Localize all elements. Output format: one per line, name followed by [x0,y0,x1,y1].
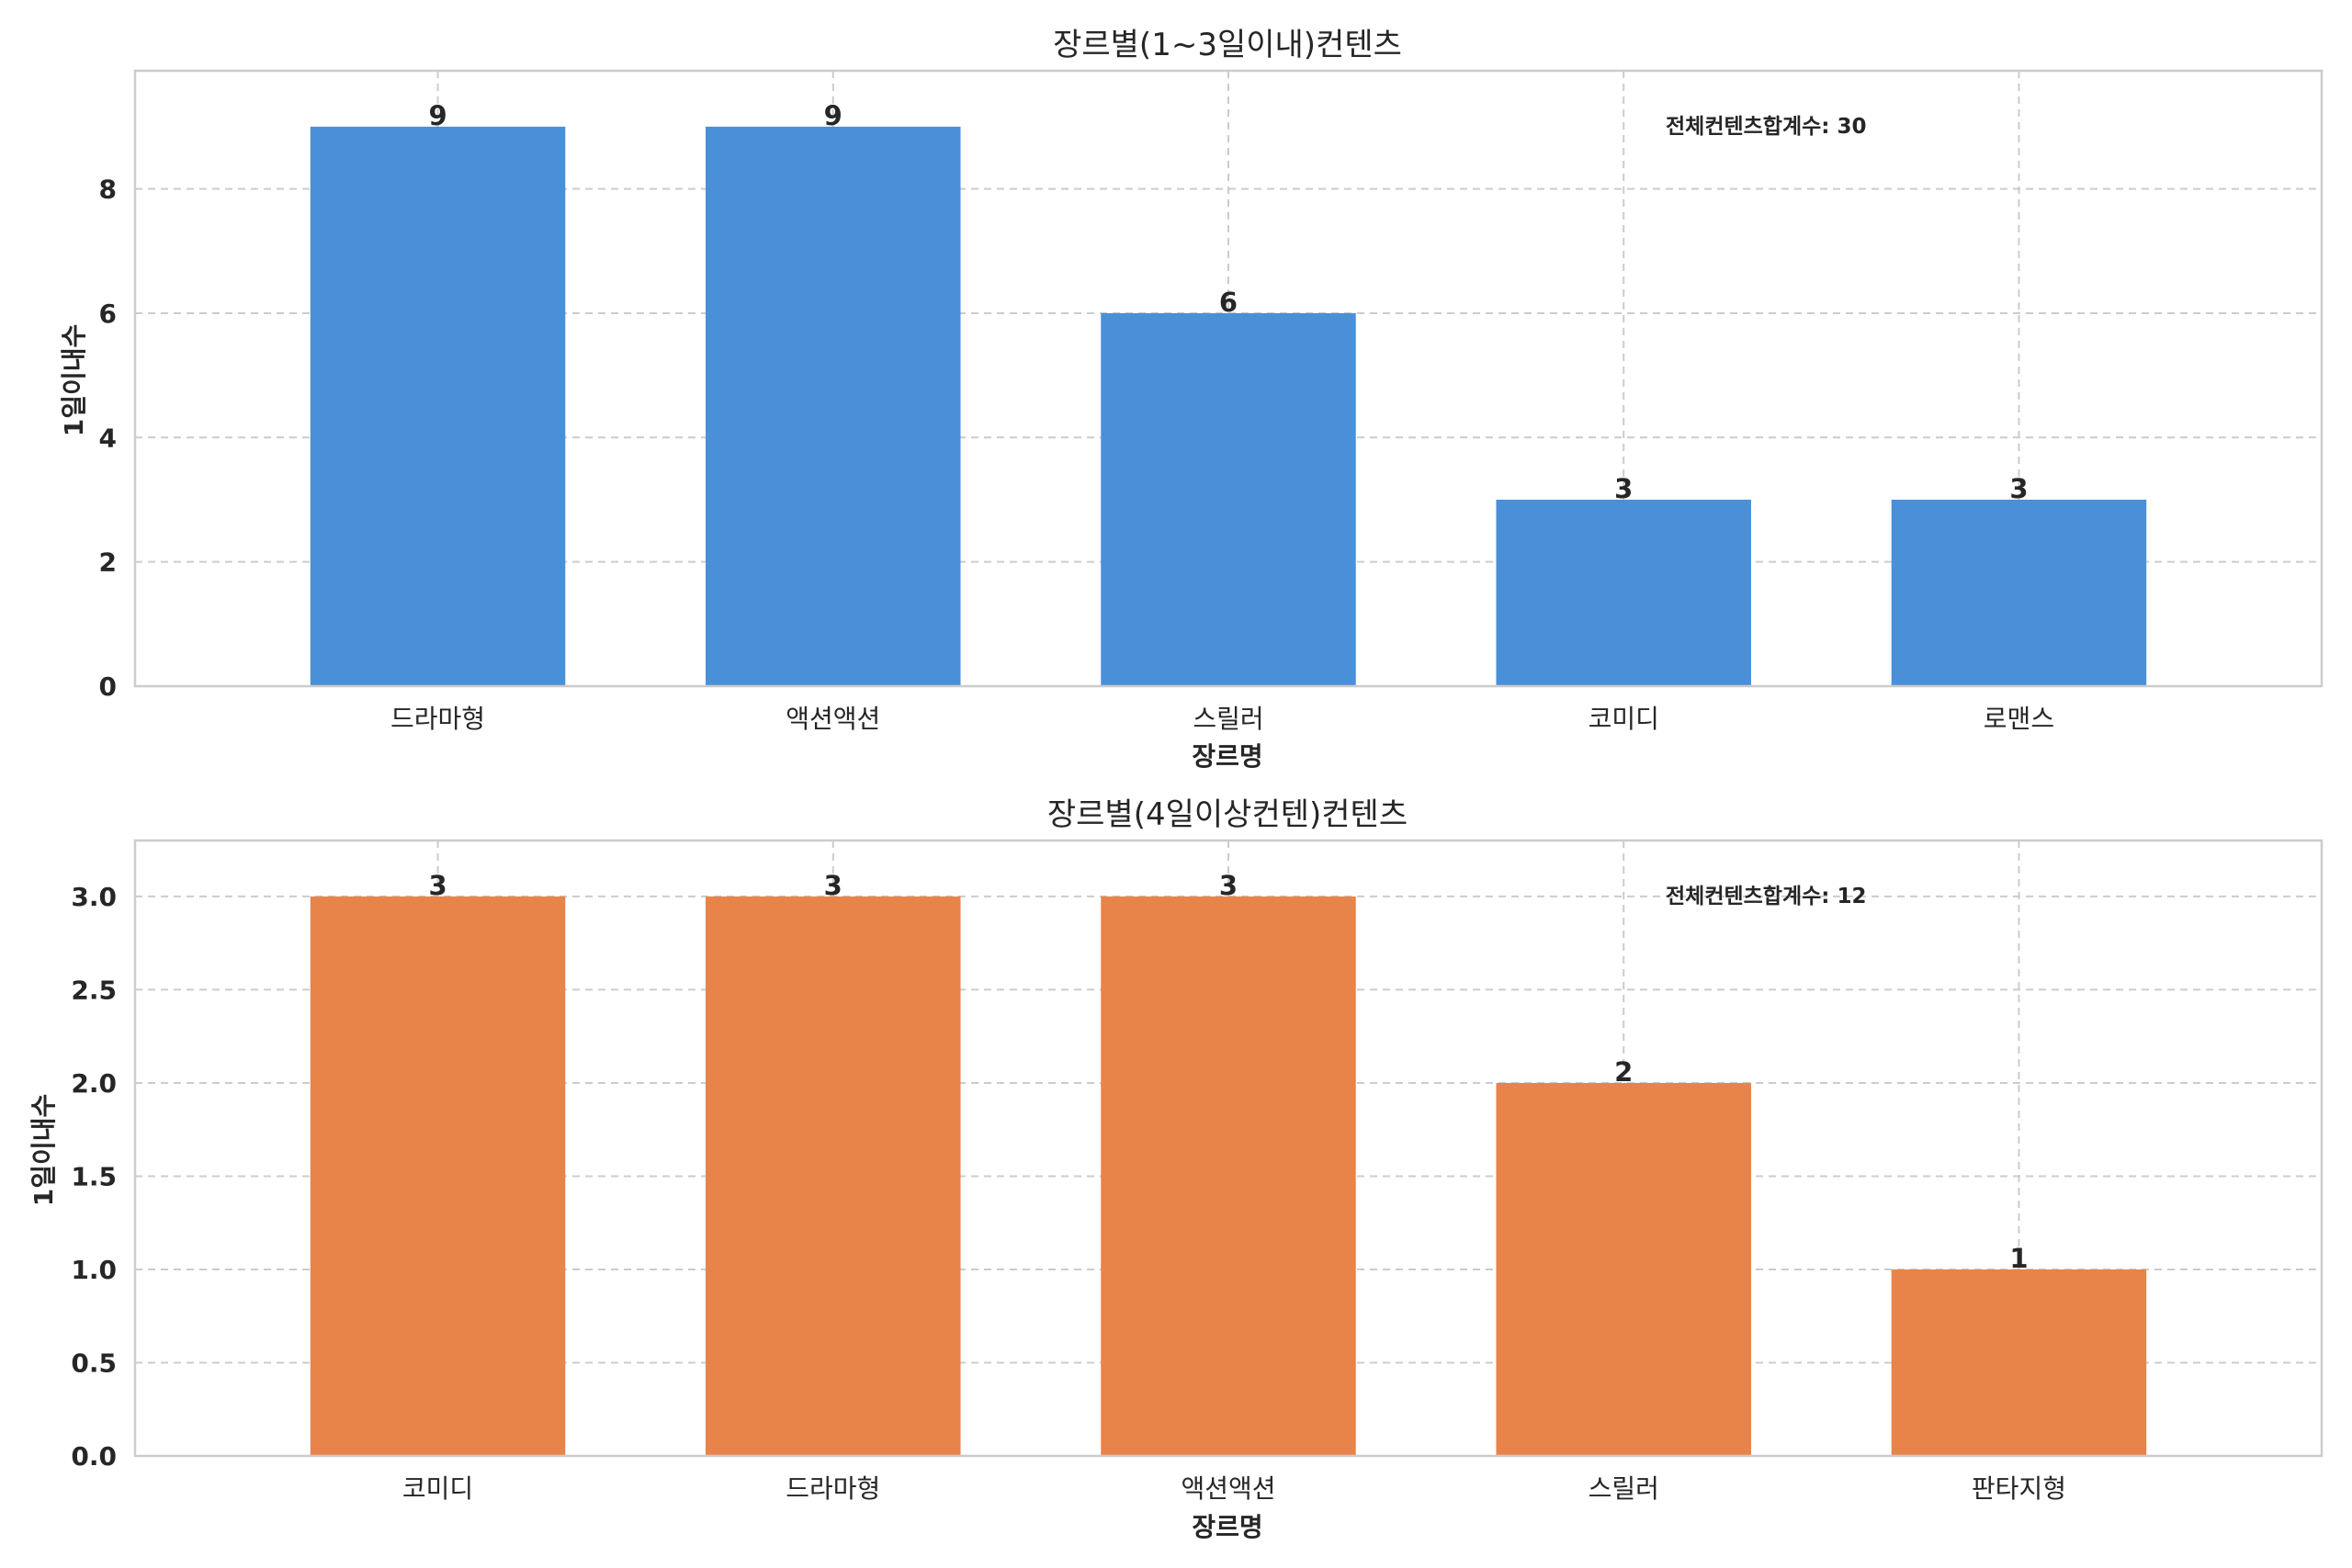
y-tick-label: 6 [99,299,117,329]
bar [310,126,566,687]
bar [1101,896,1356,1456]
y-tick-label: 0.5 [71,1348,117,1378]
bar [706,126,961,687]
bar [1496,499,1751,686]
x-tick-label: 판타지형 [1972,1473,2066,1504]
x-tick-label: 스릴러 [1589,1473,1659,1504]
bar [1891,1269,2147,1456]
bar [310,896,566,1456]
chart-title: 장르별(1~3일이내)컨텐츠 [1053,27,1402,63]
bar-value-label: 9 [428,100,447,131]
y-tick-label: 0 [99,671,117,702]
bar-value-label: 3 [1614,473,1633,504]
y-tick-label: 3.0 [71,882,117,912]
y-tick-label: 4 [99,423,117,453]
bar-value-label: 1 [2009,1243,2028,1274]
x-tick-label: 로맨스 [1984,704,2054,734]
total-annotation: 전체컨텐츠합계수: 30 [1666,115,1867,139]
chart-title: 장르별(4일이상컨텐)컨텐츠 [1047,796,1408,833]
bar-value-label: 9 [824,100,842,131]
x-tick-label: 드라마형 [786,1473,880,1504]
y-tick-label: 2 [99,547,117,578]
bar-value-label: 3 [428,870,447,901]
x-axis-label: 장르명 [1192,1512,1262,1542]
plot-frame [133,69,2324,688]
bar-value-label: 3 [824,870,842,901]
x-tick-label: 드라마형 [390,704,485,734]
top-chart-panel: 장르별(1~3일이내)컨텐츠 1일이내수 장르명 전체컨텐츠합계수: 30 0 2… [59,27,2324,772]
plot-frame [133,839,2324,1458]
y-axis-label: 1일이내수 [28,1094,59,1207]
y-tick-label: 0.0 [71,1441,117,1472]
x-axis-label: 장르명 [1192,741,1262,772]
bar-value-label: 2 [1614,1056,1633,1088]
x-tick-label: 액션액션 [1181,1473,1275,1504]
bar [1891,499,2147,686]
x-tick-label: 코미디 [1589,704,1659,734]
x-tick-label: 스릴러 [1193,704,1263,734]
y-axis-label: 1일이내수 [59,324,89,437]
bar-value-label: 3 [2009,473,2028,504]
y-tick-label: 1.5 [71,1161,117,1191]
bottom-chart-panel: 장르별(4일이상컨텐)컨텐츠 1일이내수 장르명 전체컨텐츠합계수: 12 0.… [28,796,2324,1542]
y-tick-label: 2.5 [71,975,117,1005]
y-tick-label: 1.0 [71,1255,117,1285]
bar-value-label: 3 [1219,870,1238,901]
bar [706,896,961,1456]
bar [1496,1082,1751,1456]
y-tick-label: 2.0 [71,1068,117,1099]
x-tick-label: 액션액션 [786,704,880,734]
bar-value-label: 6 [1219,287,1238,318]
bar [1101,312,1356,686]
y-tick-label: 8 [99,175,117,205]
x-tick-label: 코미디 [402,1473,473,1504]
total-annotation: 전체컨텐츠합계수: 12 [1666,885,1867,908]
